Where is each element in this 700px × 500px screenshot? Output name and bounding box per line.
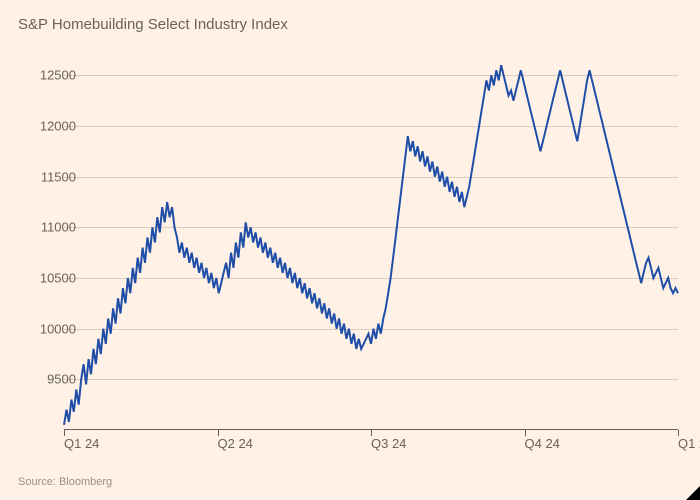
x-axis-label: Q2 24 (218, 436, 253, 451)
y-axis-label: 12000 (40, 119, 76, 134)
corner-triangle-icon (686, 486, 700, 500)
y-axis-label: 11500 (41, 169, 76, 184)
chart-plot-area (64, 50, 678, 430)
y-axis-label: 9500 (47, 372, 76, 387)
source-text: Source: Bloomberg (18, 476, 112, 488)
x-axis-label: Q3 24 (371, 436, 406, 451)
y-axis-label: 12500 (40, 68, 76, 83)
x-axis-label: Q1 25 (678, 436, 700, 451)
y-axis-label: 10500 (40, 271, 76, 286)
chart-title: S&P Homebuilding Select Industry Index (18, 16, 288, 33)
x-axis-label: Q1 24 (64, 436, 99, 451)
y-axis-label: 11000 (41, 220, 76, 235)
x-axis-label: Q4 24 (525, 436, 560, 451)
series-line (64, 65, 678, 425)
y-axis-label: 10000 (40, 321, 76, 336)
line-chart-svg (64, 50, 678, 430)
